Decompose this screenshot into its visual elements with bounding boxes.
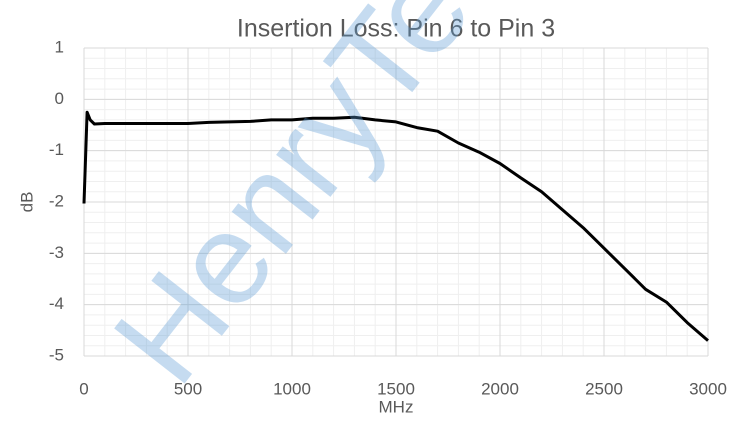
x-axis-label: MHz [379,397,414,416]
data-line [82,110,709,342]
y-tick-label: -1 [49,140,64,159]
y-tick-label: -5 [49,345,64,364]
x-tick-label: 2000 [481,379,519,398]
y-axis-label: dB [17,192,36,213]
y-tick-label: 0 [55,89,64,108]
x-tick-label: 0 [79,379,88,398]
y-tick-label: 1 [55,37,64,56]
y-tick-label: -3 [49,243,64,262]
x-tick-label: 500 [174,379,202,398]
x-tick-label: 3000 [689,379,727,398]
x-tick-label: 1500 [377,379,415,398]
y-tick-label: -4 [49,294,64,313]
y-tick-label: -2 [49,191,64,210]
chart-title: Insertion Loss: Pin 6 to Pin 3 [237,15,555,43]
x-tick-label: 1000 [273,379,311,398]
x-tick-label: 2500 [585,379,623,398]
